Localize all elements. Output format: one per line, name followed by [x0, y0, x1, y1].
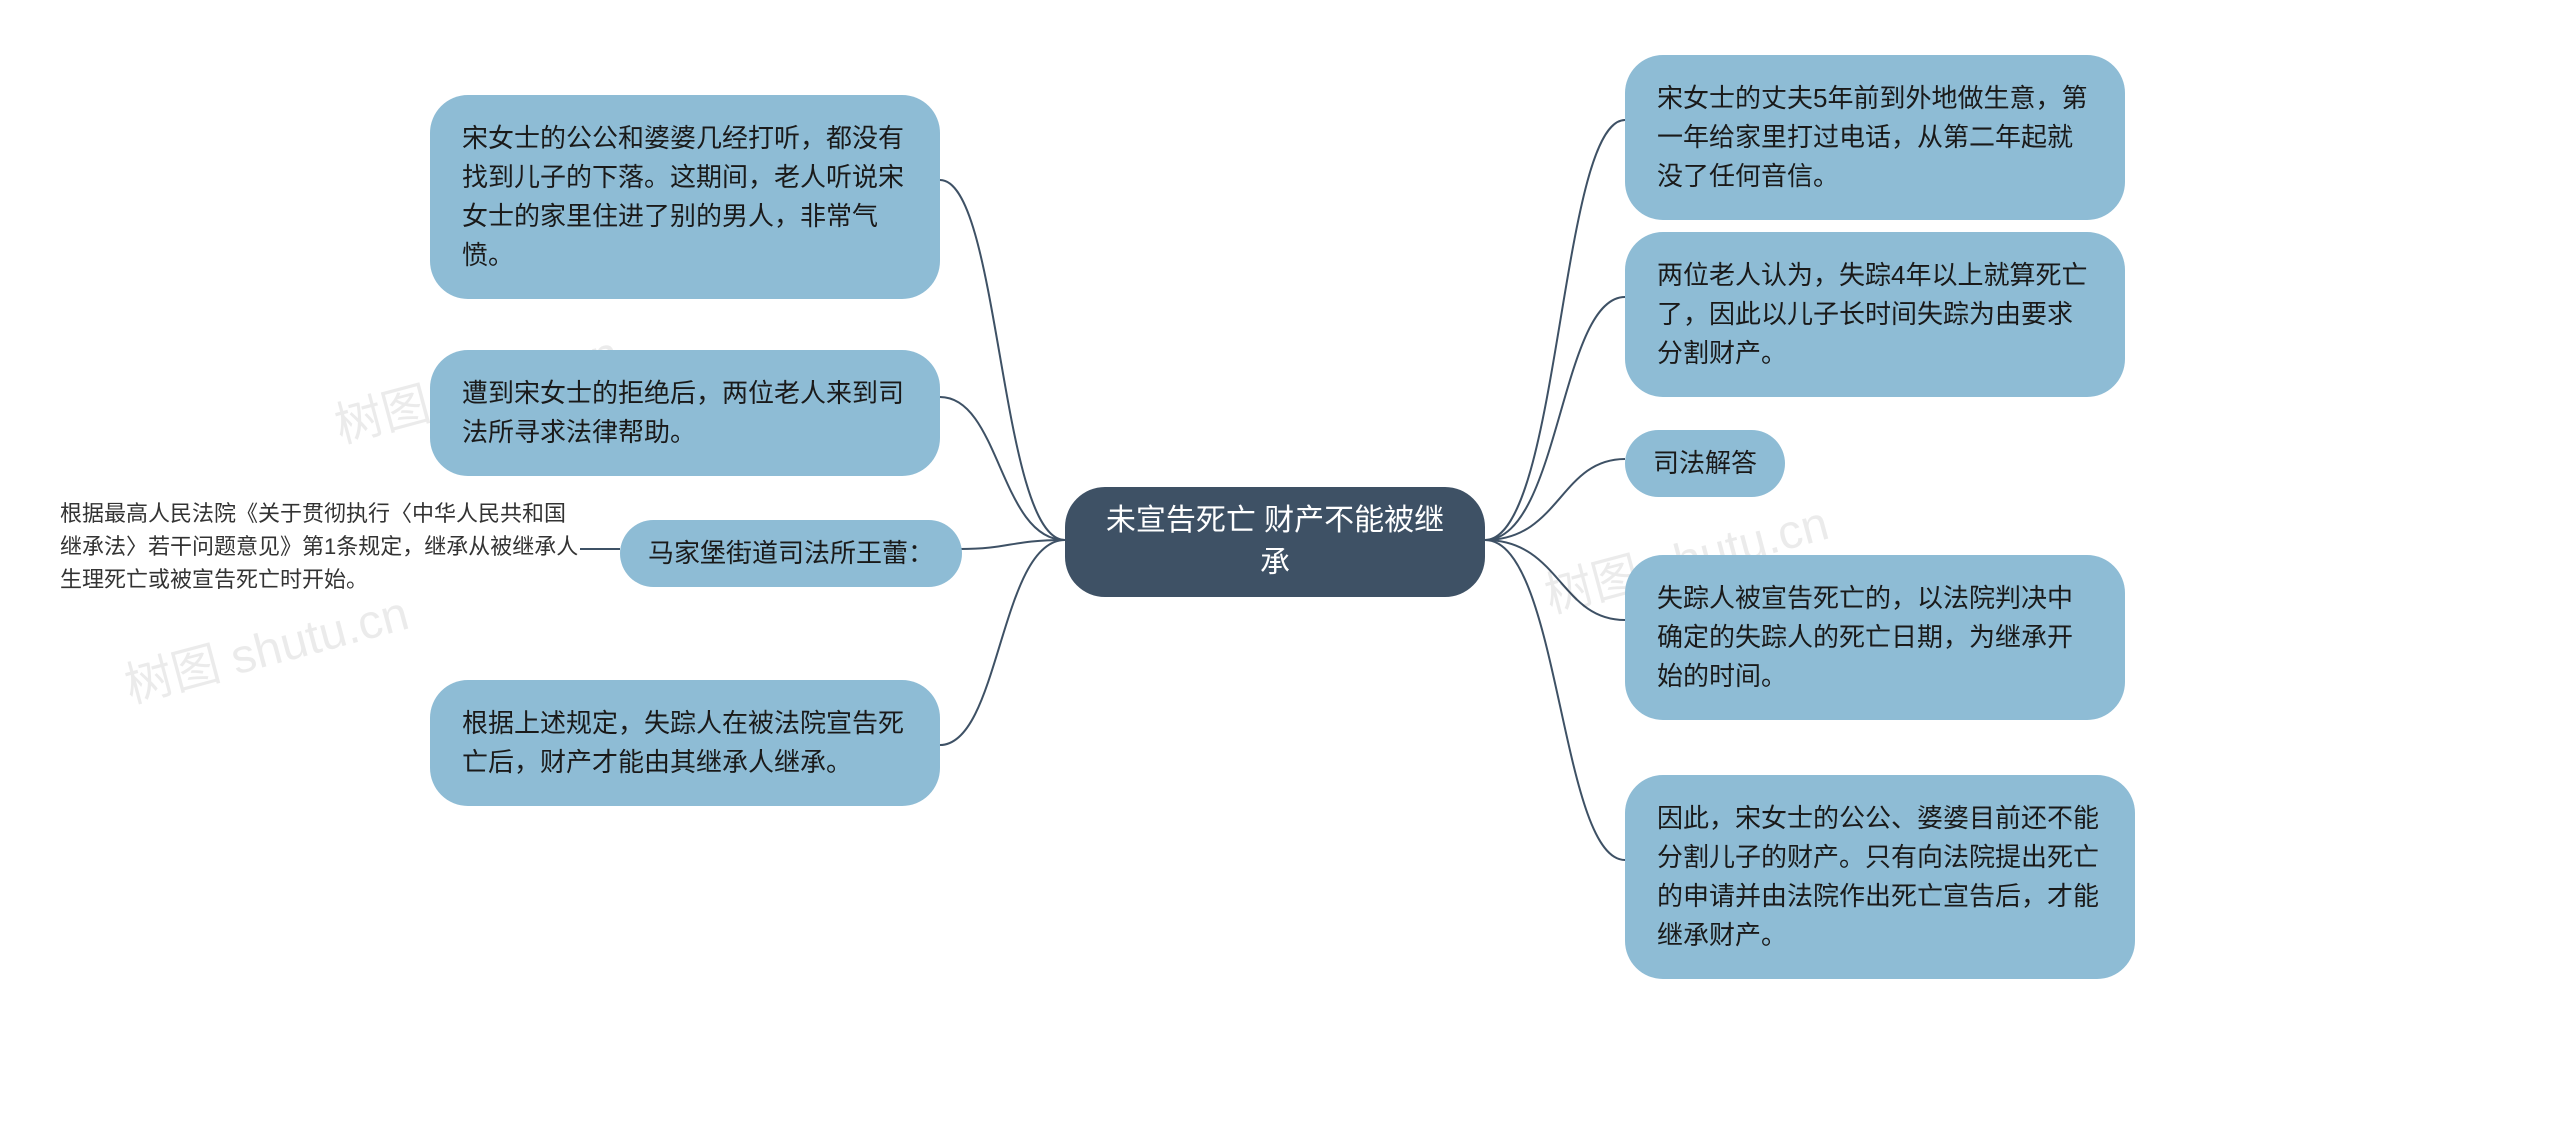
edge-l2 [940, 397, 1065, 540]
branch-node-l4: 根据上述规定，失踪人在被法院宣告死亡后，财产才能由其继承人继承。 [430, 680, 940, 806]
edge-r4 [1485, 540, 1625, 620]
branch-node-l3: 马家堡街道司法所王蕾： [620, 520, 962, 587]
branch-node-r3: 司法解答 [1625, 430, 1785, 497]
center-node: 未宣告死亡 财产不能被继承 [1065, 487, 1485, 597]
edge-r5 [1485, 540, 1625, 860]
edge-l3 [960, 540, 1065, 549]
edge-r1 [1485, 120, 1625, 540]
plain-node-p1: 根据最高人民法院《关于贯彻执行〈中华人民共和国继承法〉若干问题意见》第1条规定，… [60, 497, 580, 596]
branch-node-r5: 因此，宋女士的公公、婆婆目前还不能分割儿子的财产。只有向法院提出死亡的申请并由法… [1625, 775, 2135, 979]
center-label: 未宣告死亡 财产不能被继承 [1103, 500, 1447, 584]
branch-node-r2: 两位老人认为，失踪4年以上就算死亡了，因此以儿子长时间失踪为由要求分割财产。 [1625, 232, 2125, 397]
edge-l4 [940, 540, 1065, 745]
edge-l1 [940, 180, 1065, 540]
branch-node-r1: 宋女士的丈夫5年前到外地做生意，第一年给家里打过电话，从第二年起就没了任何音信。 [1625, 55, 2125, 220]
branch-node-l2: 遭到宋女士的拒绝后，两位老人来到司法所寻求法律帮助。 [430, 350, 940, 476]
edge-r2 [1485, 297, 1625, 540]
branch-node-r4: 失踪人被宣告死亡的，以法院判决中确定的失踪人的死亡日期，为继承开始的时间。 [1625, 555, 2125, 720]
edge-r3 [1485, 459, 1625, 540]
branch-node-l1: 宋女士的公公和婆婆几经打听，都没有找到儿子的下落。这期间，老人听说宋女士的家里住… [430, 95, 940, 299]
